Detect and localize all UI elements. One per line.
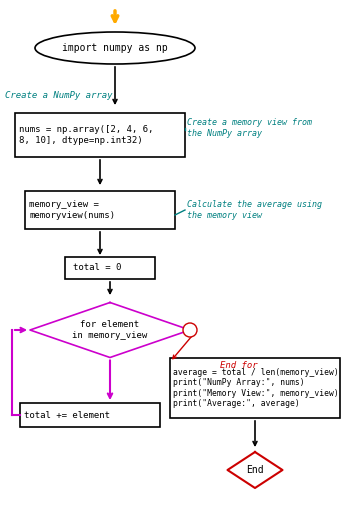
Bar	[25, 191, 175, 229]
Text: End for: End for	[220, 361, 258, 369]
Bar	[170, 358, 340, 418]
Text: total = 0: total = 0	[73, 264, 121, 272]
Text: import numpy as np: import numpy as np	[62, 43, 168, 53]
Text: average = total / len(memory_view)
print("NumPy Array:", nums)
print("Memory Vie: average = total / len(memory_view) print…	[173, 368, 339, 408]
Text: total += element: total += element	[24, 411, 110, 420]
Text: Create a NumPy array: Create a NumPy array	[5, 90, 112, 100]
Circle shape	[183, 323, 197, 337]
Text: for element
in memory_view: for element in memory_view	[72, 320, 148, 340]
Text: nums = np.array([2, 4, 6,
8, 10], dtype=np.int32): nums = np.array([2, 4, 6, 8, 10], dtype=…	[19, 125, 153, 144]
Text: memory_view =
memoryview(nums): memory_view = memoryview(nums)	[29, 200, 115, 220]
Bar	[20, 403, 160, 427]
Text: Create a memory view from
the NumPy array: Create a memory view from the NumPy arra…	[187, 118, 312, 138]
Ellipse shape	[35, 32, 195, 64]
Bar	[15, 113, 185, 157]
Text: End: End	[246, 465, 264, 475]
Bar	[65, 257, 155, 279]
Text: Calculate the average using
the memory view: Calculate the average using the memory v…	[187, 200, 322, 220]
